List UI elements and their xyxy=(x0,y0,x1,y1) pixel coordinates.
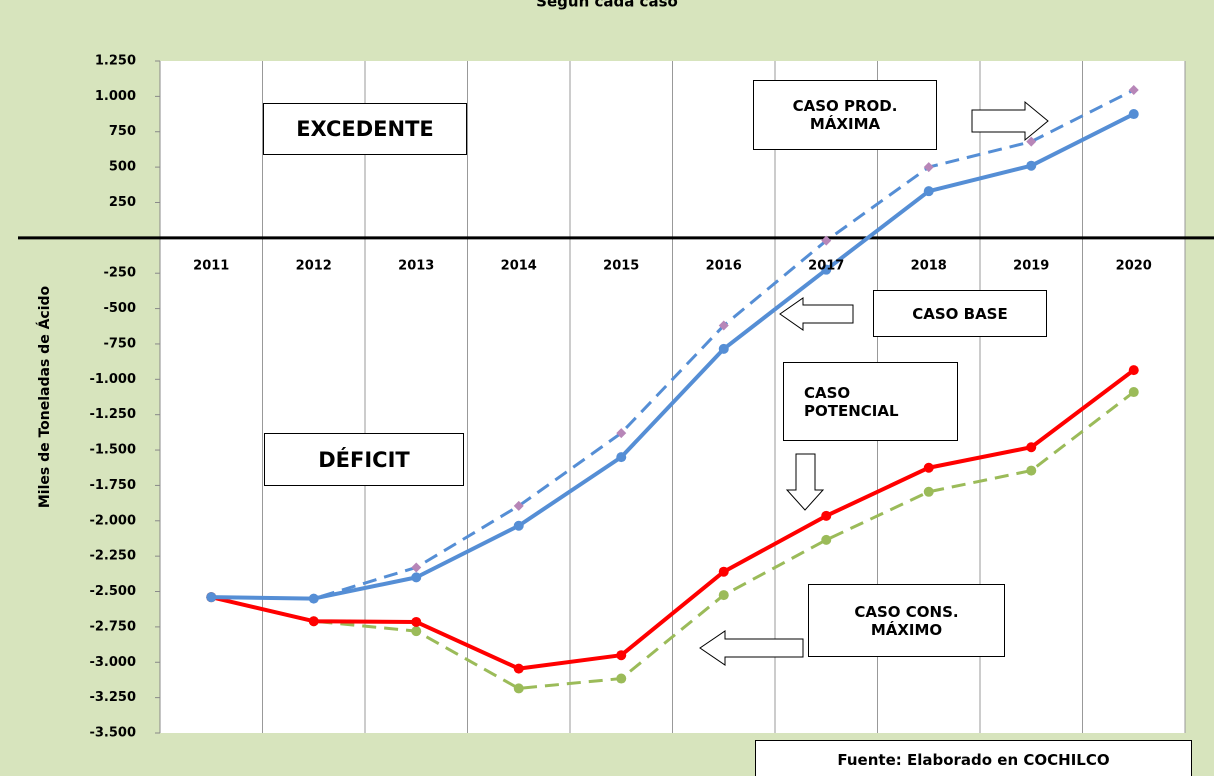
x-tick-label: 2013 xyxy=(398,258,434,273)
marker xyxy=(1026,465,1037,476)
x-tick-label: 2017 xyxy=(808,258,844,273)
annotation: Fuente: Elaborado en COCHILCO xyxy=(755,740,1192,776)
marker xyxy=(411,626,422,637)
x-tick-label: 2020 xyxy=(1116,258,1152,273)
y-tick-label: -2.250 xyxy=(89,549,136,564)
y-tick-label: -750 xyxy=(103,336,136,351)
x-tick-label: 2018 xyxy=(911,258,947,273)
marker xyxy=(513,663,524,674)
marker xyxy=(1128,85,1139,96)
x-tick-label: 2015 xyxy=(603,258,639,273)
series-label: CASO BASE xyxy=(873,290,1047,337)
y-tick-label: 750 xyxy=(109,124,136,139)
marker xyxy=(616,452,627,463)
marker xyxy=(411,616,422,627)
marker xyxy=(1128,365,1139,376)
y-tick-label: -2.000 xyxy=(89,513,136,528)
x-tick-label: 2019 xyxy=(1013,258,1049,273)
series-line xyxy=(210,390,1135,690)
chart-title: Según cada caso xyxy=(536,0,678,11)
series-label: CASO CONS. MÁXIMO xyxy=(808,584,1005,657)
marker xyxy=(718,566,729,577)
annotation: EXCEDENTE xyxy=(263,103,467,155)
marker xyxy=(821,235,832,246)
marker xyxy=(513,683,524,694)
marker xyxy=(616,673,627,684)
x-tick-label: 2016 xyxy=(706,258,742,273)
marker xyxy=(411,562,422,573)
marker xyxy=(718,590,729,601)
x-tick-label: 2011 xyxy=(193,258,229,273)
marker xyxy=(1128,387,1139,398)
marker xyxy=(1128,109,1139,120)
y-tick-label: 1.250 xyxy=(95,54,136,69)
y-tick-label: -500 xyxy=(103,301,136,316)
x-tick-label: 2012 xyxy=(296,258,332,273)
marker xyxy=(1026,160,1037,171)
series-line xyxy=(211,88,1135,601)
marker xyxy=(1026,442,1037,453)
marker xyxy=(513,520,524,531)
marker xyxy=(616,650,627,661)
y-tick-label: -3.500 xyxy=(89,726,136,741)
y-tick-label: -1.000 xyxy=(89,372,136,387)
marker xyxy=(616,428,627,439)
y-tick-label: 1.000 xyxy=(95,89,136,104)
series-line xyxy=(211,112,1135,601)
marker xyxy=(718,343,729,354)
y-tick-label: -3.250 xyxy=(89,690,136,705)
y-tick-label: -2.750 xyxy=(89,619,136,634)
y-tick-label: -1.750 xyxy=(89,478,136,493)
marker xyxy=(821,510,832,521)
arrow xyxy=(971,100,1049,142)
marker xyxy=(206,592,217,603)
series-line xyxy=(210,368,1135,671)
marker xyxy=(923,462,934,473)
marker xyxy=(923,486,934,497)
marker xyxy=(821,264,832,275)
marker xyxy=(411,572,422,583)
marker xyxy=(923,162,934,173)
marker xyxy=(308,593,319,604)
marker xyxy=(821,534,832,545)
marker xyxy=(513,500,524,511)
y-tick-label: -1.250 xyxy=(89,407,136,422)
marker xyxy=(718,320,729,331)
arrow xyxy=(779,297,854,331)
arrow xyxy=(699,630,804,666)
marker xyxy=(308,616,319,627)
y-tick-label: -3.000 xyxy=(89,655,136,670)
y-tick-label: 250 xyxy=(109,195,136,210)
y-tick-label: -1.500 xyxy=(89,443,136,458)
y-tick-label: - xyxy=(131,230,136,245)
series-label: CASO POTENCIAL xyxy=(783,362,958,441)
y-tick-label: 500 xyxy=(109,160,136,175)
marker xyxy=(1026,136,1037,147)
marker xyxy=(923,186,934,197)
y-tick-label: -250 xyxy=(103,266,136,281)
y-axis-label: Miles de Toneladas de Ácido xyxy=(36,285,53,508)
series-label: CASO PROD. MÁXIMA xyxy=(753,80,937,150)
y-tick-label: -2.500 xyxy=(89,584,136,599)
arrow xyxy=(785,453,825,511)
annotation: DÉFICIT xyxy=(264,433,464,486)
x-tick-label: 2014 xyxy=(501,258,537,273)
